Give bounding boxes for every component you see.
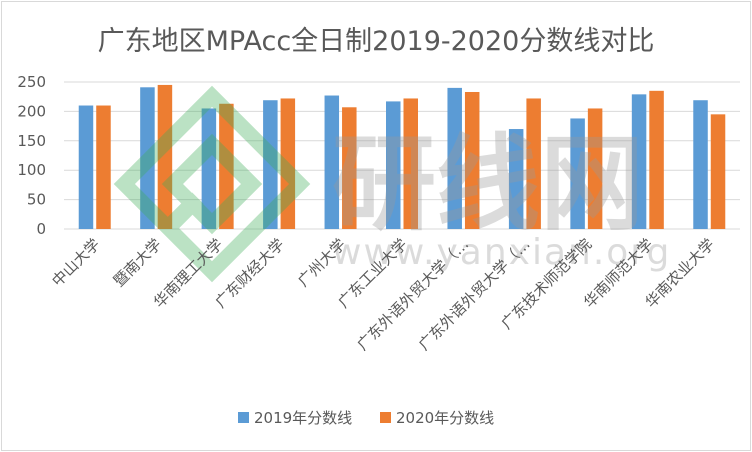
y-tick-label: 200 xyxy=(17,102,46,120)
bar-2020年分数线 xyxy=(587,108,603,229)
legend-label: 2019年分数线 xyxy=(254,409,352,427)
legend-label: 2020年分数线 xyxy=(396,409,494,427)
legend-swatch xyxy=(238,412,249,423)
bar-2020年分数线 xyxy=(526,98,541,230)
bar-2020年分数线 xyxy=(96,105,111,229)
y-tick-label: 50 xyxy=(27,191,46,209)
bar-2019年分数线 xyxy=(386,101,401,229)
bar-2020年分数线 xyxy=(342,107,357,229)
bar-layer xyxy=(78,84,726,230)
legend-swatch xyxy=(380,412,391,423)
y-tick-label: 250 xyxy=(17,73,46,91)
bar-2020年分数线 xyxy=(649,90,664,229)
x-category-label: 中山大学 xyxy=(48,235,103,290)
x-category-label: 暨南大学 xyxy=(110,235,165,290)
legend: 2019年分数线 2020年分数线 xyxy=(238,409,494,427)
bar-2019年分数线 xyxy=(201,108,217,229)
bar-2019年分数线 xyxy=(508,129,524,229)
y-axis-ticks: 0 50 100 150 200 250 xyxy=(17,73,46,238)
bar-2019年分数线 xyxy=(263,100,278,229)
chart-title: 广东地区MPAcc全日制2019-2020分数线对比 xyxy=(98,26,655,57)
y-tick-label: 0 xyxy=(36,220,46,238)
bar-2020年分数线 xyxy=(280,98,296,230)
bar-2019年分数线 xyxy=(140,87,155,230)
gridlines xyxy=(64,81,740,230)
watermark: 研线网 www.yanxian.org xyxy=(113,85,671,283)
watermark-main-text: 研线网 xyxy=(332,123,644,245)
bar-2019年分数线 xyxy=(324,95,340,229)
bar-2020年分数线 xyxy=(219,103,234,229)
bar-2019年分数线 xyxy=(693,100,708,229)
bar-2019年分数线 xyxy=(78,105,94,229)
y-tick-label: 100 xyxy=(17,161,46,179)
watermark-logo-icon xyxy=(113,85,311,283)
bar-2020年分数线 xyxy=(157,84,173,229)
bar-2019年分数线 xyxy=(631,94,647,230)
watermark-url-text: www.yanxian.org xyxy=(332,232,671,273)
bar-2020年分数线 xyxy=(710,114,726,229)
bar-2020年分数线 xyxy=(403,98,418,230)
bar-2020年分数线 xyxy=(464,91,480,229)
y-tick-label: 150 xyxy=(17,132,46,150)
bar-2019年分数线 xyxy=(447,87,462,229)
bar-2019年分数线 xyxy=(570,118,585,229)
